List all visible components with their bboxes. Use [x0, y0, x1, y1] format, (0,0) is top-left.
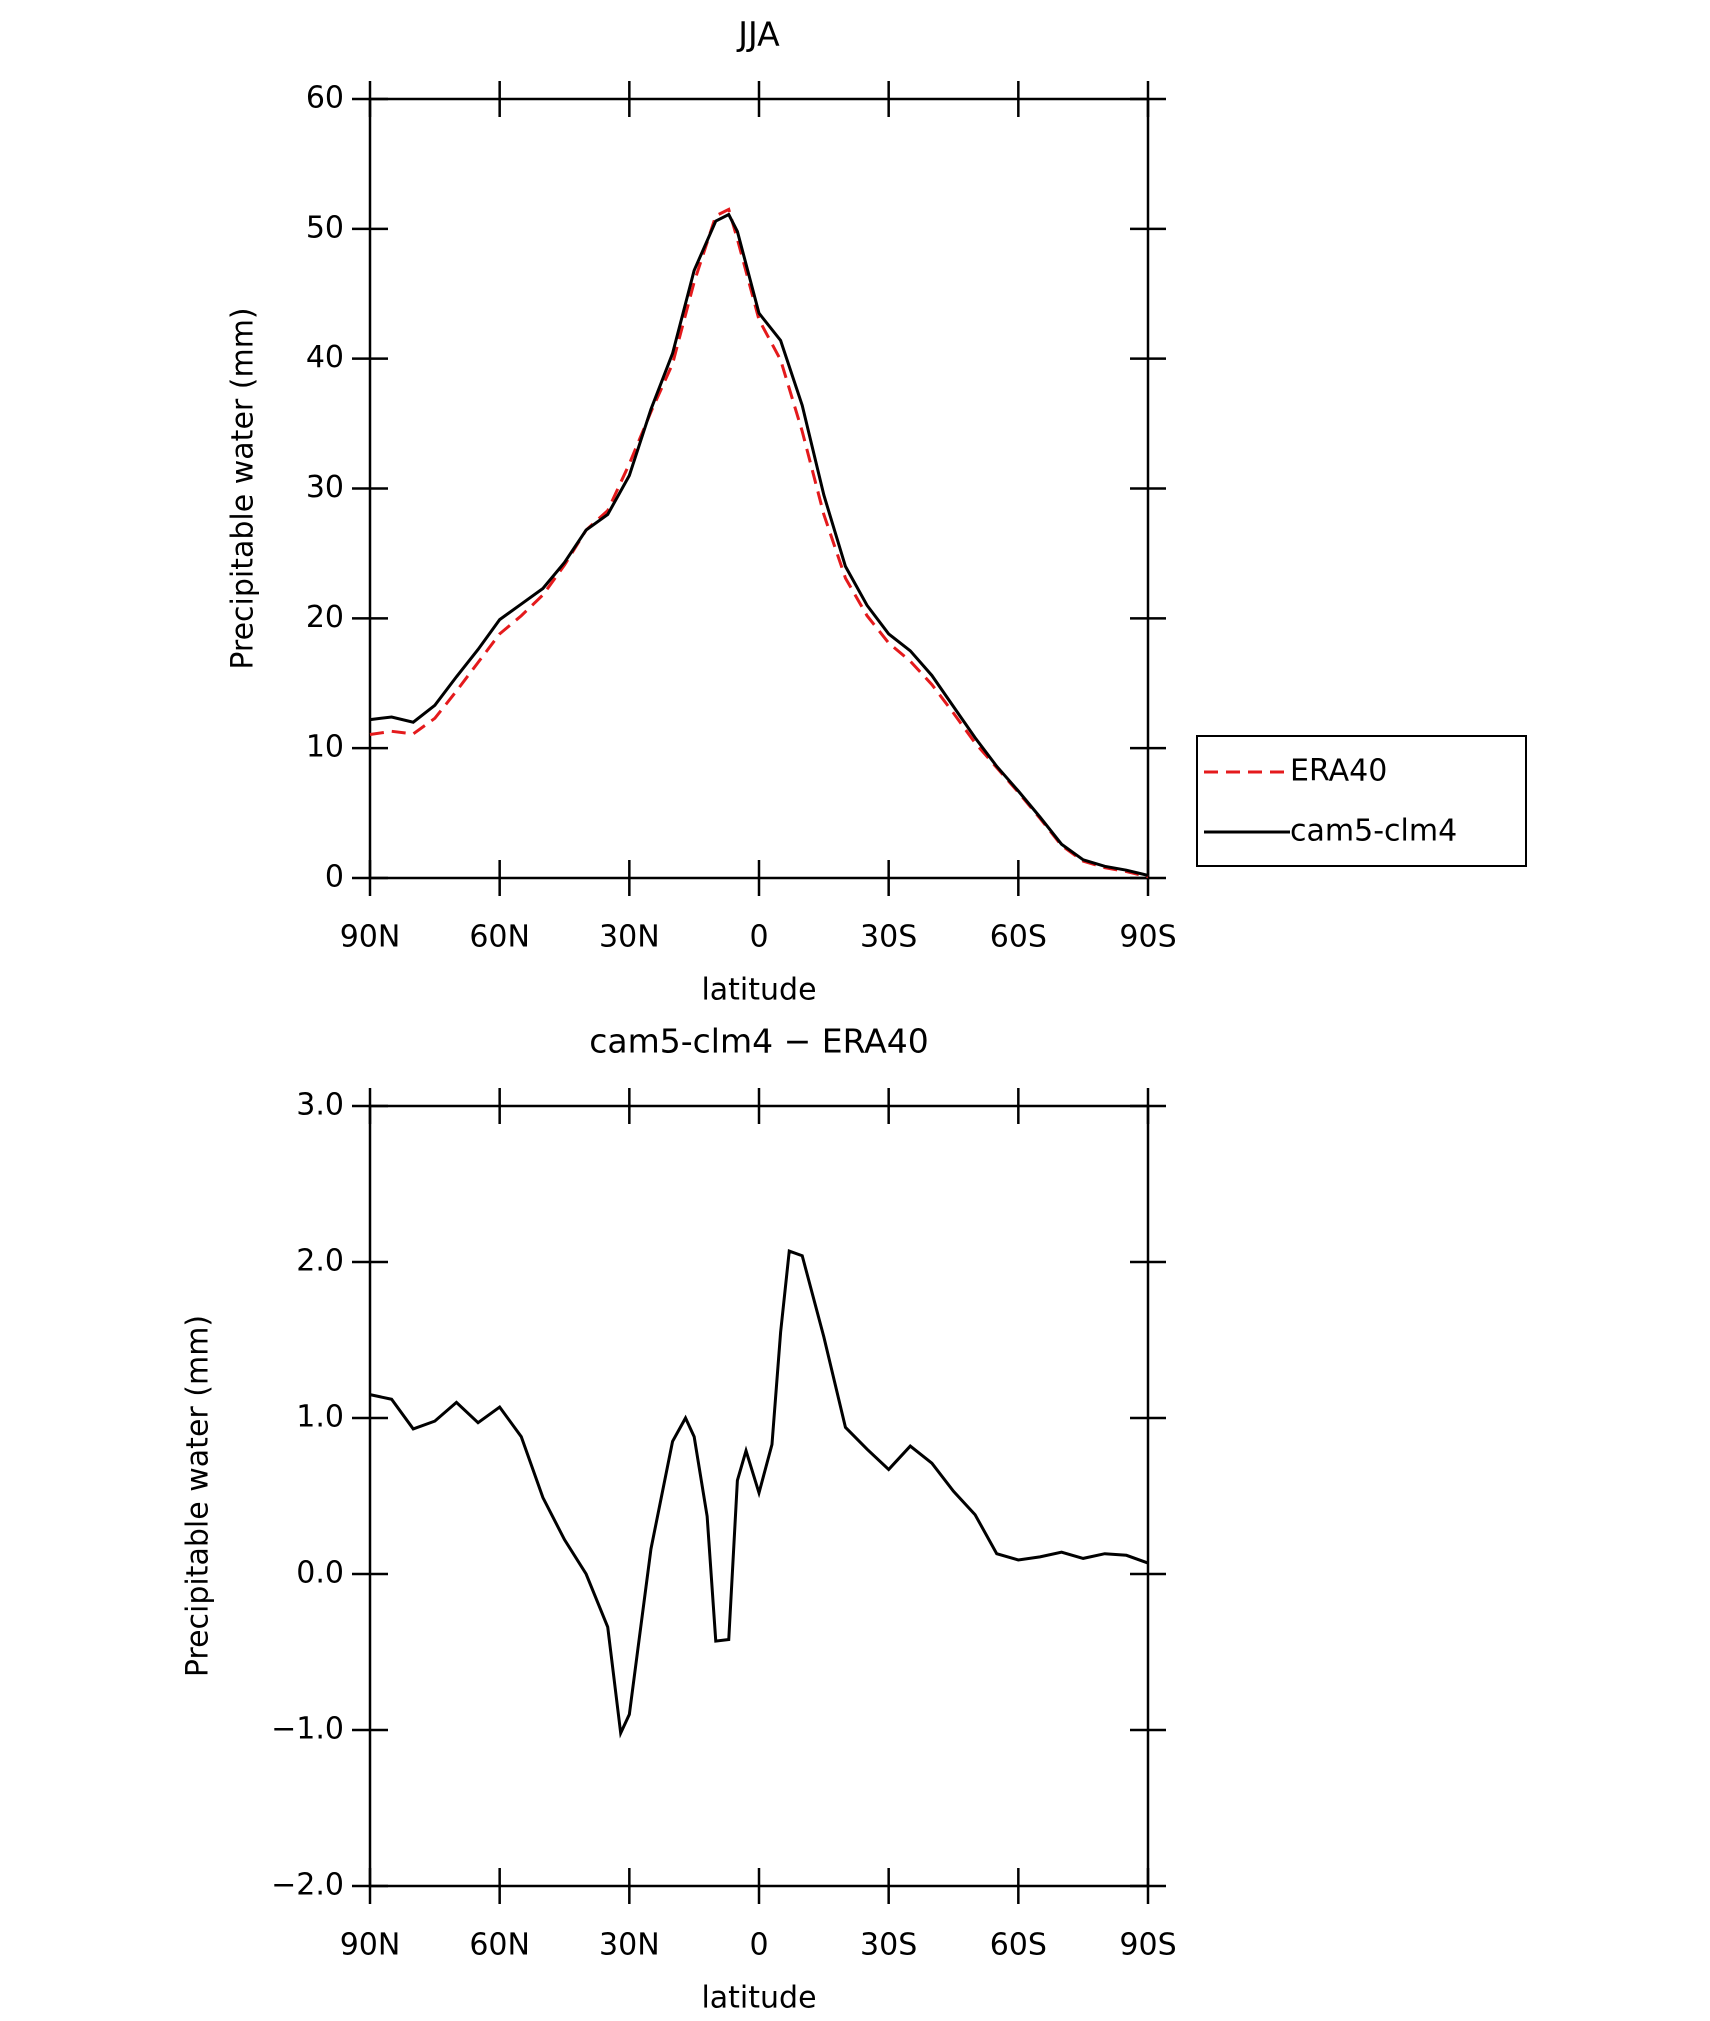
legend-label: ERA40 — [1290, 754, 1387, 789]
x-tick-label: 90S — [1119, 1928, 1176, 1963]
y-axis-label: Precipitable water (mm) — [181, 1315, 216, 1677]
x-tick-label: 60S — [990, 1928, 1047, 1963]
y-tick-label: 0.0 — [296, 1556, 344, 1591]
y-tick-label: 20 — [306, 600, 344, 635]
y-tick-label: 60 — [306, 81, 344, 116]
y-tick-label: 1.0 — [296, 1400, 344, 1435]
y-tick-label: 3.0 — [296, 1088, 344, 1123]
y-tick-label: 0 — [325, 860, 344, 895]
y-tick-label: 30 — [306, 470, 344, 505]
x-tick-label: 90N — [340, 920, 401, 955]
legend-box — [1196, 735, 1527, 867]
y-tick-label: 10 — [306, 730, 344, 765]
x-tick-label: 30N — [599, 1928, 660, 1963]
y-axis-label: Precipitable water (mm) — [226, 307, 261, 669]
data-line — [369, 212, 1149, 877]
x-tick-label: 0 — [749, 920, 768, 955]
y-tick-label: 40 — [306, 340, 344, 375]
y-tick-label: 2.0 — [296, 1244, 344, 1279]
x-tick-label: 30S — [860, 920, 917, 955]
x-tick-label: 30S — [860, 1928, 917, 1963]
x-tick-label: 0 — [749, 1928, 768, 1963]
x-tick-label: 60N — [469, 1928, 530, 1963]
legend-label: cam5-clm4 — [1290, 814, 1457, 849]
x-tick-label: 30N — [599, 920, 660, 955]
x-axis-label: latitude — [701, 1981, 816, 2016]
x-tick-label: 90N — [340, 1928, 401, 1963]
x-axis-label: latitude — [701, 973, 816, 1008]
data-line — [369, 1249, 1149, 1739]
plot-frame — [368, 97, 1150, 880]
y-tick-label: 50 — [306, 210, 344, 245]
y-tick-label: −1.0 — [271, 1712, 344, 1747]
y-tick-label: −2.0 — [271, 1868, 344, 1903]
x-tick-label: 90S — [1119, 920, 1176, 955]
x-tick-label: 60N — [469, 920, 530, 955]
chart-title: JJA — [736, 15, 780, 54]
x-tick-label: 60S — [990, 920, 1047, 955]
chart-title: cam5-clm4 − ERA40 — [589, 1022, 929, 1061]
